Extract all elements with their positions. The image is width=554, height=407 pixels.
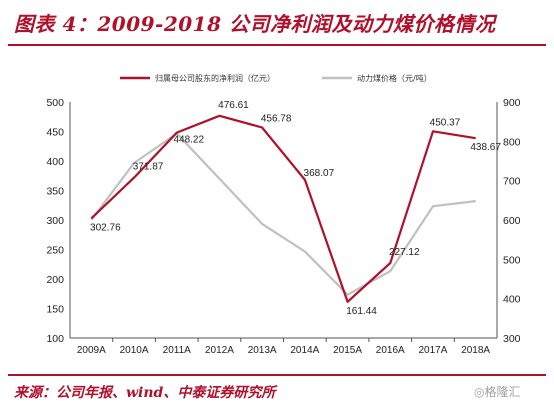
- y-left-tick-label: 450: [46, 127, 64, 139]
- y-left-tick-label: 400: [46, 156, 64, 168]
- y-left-tick-label: 500: [46, 97, 64, 109]
- x-tick-label: 2016A: [376, 345, 405, 356]
- data-label-net-profit: 438.67: [470, 142, 501, 153]
- x-tick-label: 2015A: [333, 345, 362, 356]
- x-tick-label: 2011A: [163, 345, 192, 356]
- series-line-net-profit: [90, 114, 476, 303]
- figure-title: 图表 4：2009-2018 公司净利润及动力煤价格情况: [14, 12, 496, 36]
- x-tick-label: 2018A: [461, 345, 490, 356]
- data-label-net-profit: 368.07: [304, 168, 335, 179]
- x-tick-label: 2009A: [77, 345, 106, 356]
- y-left-tick-label: 300: [46, 215, 64, 227]
- data-labels: 302.76 371.87 448.22 476.61 456.78 368.07 161.…: [90, 100, 501, 317]
- series-lines: [90, 114, 476, 303]
- x-tick-label: 2017A: [418, 345, 447, 356]
- x-tick-label: 2010A: [120, 345, 149, 356]
- legend-label-net-profit: 归属母公司股东的净利润（亿元）: [155, 73, 275, 83]
- x-tick-label: 2014A: [290, 345, 319, 356]
- watermark: ◎格隆汇: [474, 385, 521, 399]
- legend-label-coal-price: 动力煤价格（元/吨）: [357, 73, 432, 83]
- data-label-net-profit: 476.61: [218, 100, 249, 111]
- source-note: 来源：公司年报、wind、中泰证券研究所: [14, 385, 276, 401]
- y-left-tick-label: 350: [46, 186, 64, 198]
- data-label-net-profit: 450.37: [430, 117, 461, 128]
- y-left-tick-label: 200: [46, 274, 64, 286]
- y-right-tick-label: 500: [503, 254, 521, 266]
- title-divider: [8, 44, 546, 46]
- data-label-net-profit: 227.12: [389, 247, 420, 258]
- y-left-tick-label: 250: [46, 245, 64, 257]
- chart-axes: [69, 102, 498, 339]
- y-right-tick-label: 600: [503, 215, 521, 227]
- footer-divider: [8, 374, 546, 376]
- data-label-net-profit: 302.76: [90, 222, 121, 233]
- x-axis-ticks: 2009A 2010A 2011A 2012A 2013A 2014A 2015A 2016A…: [77, 338, 490, 356]
- data-label-net-profit: 371.87: [133, 162, 164, 173]
- y-left-tick-label: 100: [46, 333, 64, 345]
- chart-legend: 归属母公司股东的净利润（亿元） 动力煤价格（元/吨）: [120, 73, 432, 83]
- y-right-tick-label: 700: [503, 176, 521, 188]
- y-right-tick-label: 400: [503, 294, 521, 306]
- y-right-tick-label: 300: [503, 333, 521, 345]
- x-tick-label: 2012A: [205, 345, 234, 356]
- x-tick-label: 2013A: [248, 345, 277, 356]
- y-axis-right-ticks: 300 400 500 600 700 800 900: [503, 97, 521, 345]
- y-left-tick-label: 150: [46, 304, 64, 316]
- data-label-net-profit: 448.22: [173, 135, 204, 146]
- y-right-tick-label: 800: [503, 136, 521, 148]
- data-label-net-profit: 161.44: [346, 306, 377, 317]
- y-right-tick-label: 900: [503, 97, 521, 109]
- data-label-net-profit: 456.78: [261, 113, 292, 124]
- y-axis-left-ticks: 100 150 200 250 300 350 400 450 500: [46, 97, 64, 345]
- series-line-coal-price: [90, 132, 476, 296]
